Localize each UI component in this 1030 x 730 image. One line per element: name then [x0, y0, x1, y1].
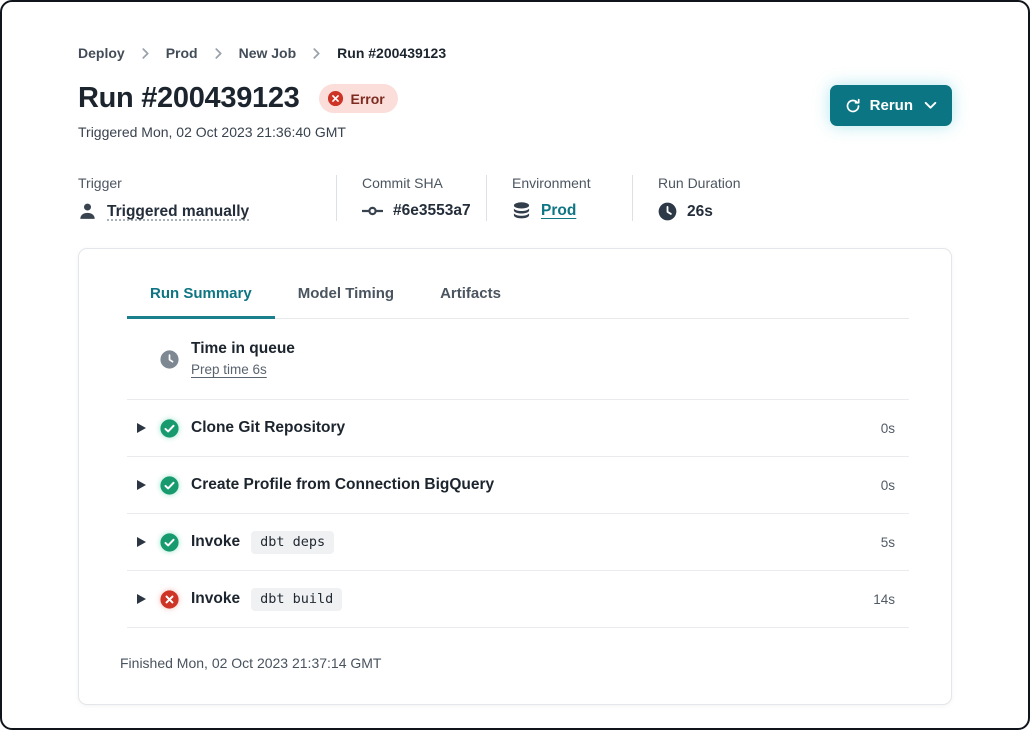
refresh-icon — [845, 98, 861, 114]
meta-environment: Environment Prod — [486, 175, 632, 221]
chevron-right-icon — [311, 47, 322, 59]
step-label: Invoke — [191, 590, 241, 607]
meta-commit-label: Commit SHA — [362, 175, 443, 191]
status-badge-label: Error — [350, 90, 385, 107]
time-in-queue-row: Time in queue Prep time 6s — [127, 319, 909, 400]
tab-bar: Run Summary Model Timing Artifacts — [127, 249, 909, 319]
breadcrumb-prod[interactable]: Prod — [165, 45, 198, 61]
breadcrumb-current-run: Run #200439123 — [337, 45, 447, 61]
commit-sha-value: #6e3553a7 — [393, 202, 471, 219]
clock-icon — [658, 202, 677, 221]
expand-caret-icon[interactable] — [127, 537, 149, 547]
trigger-value[interactable]: Triggered manually — [107, 202, 250, 220]
step-duration: 5s — [880, 534, 895, 550]
error-circle-icon — [327, 90, 344, 107]
expand-caret-icon[interactable] — [127, 594, 149, 604]
tab-model-timing[interactable]: Model Timing — [275, 285, 417, 319]
step-row-clone-git[interactable]: Clone Git Repository 0s — [127, 400, 909, 457]
command-chip: dbt deps — [251, 530, 335, 554]
page-header: Run #200439123 Error Triggered Mon, 02 O… — [78, 82, 952, 140]
environment-link[interactable]: Prod — [541, 202, 577, 219]
tab-artifacts[interactable]: Artifacts — [417, 285, 524, 319]
step-row-dbt-deps[interactable]: Invoke dbt deps 5s — [127, 514, 909, 571]
prep-time-link[interactable]: Prep time 6s — [191, 361, 267, 377]
git-commit-icon — [362, 203, 383, 219]
triggered-timestamp: Triggered Mon, 02 Oct 2023 21:36:40 GMT — [78, 124, 346, 140]
title-block: Run #200439123 Error Triggered Mon, 02 O… — [78, 82, 398, 140]
page-title: Run #200439123 — [78, 82, 300, 114]
expand-caret-icon[interactable] — [127, 480, 149, 490]
meta-run-duration: Run Duration 26s — [632, 175, 766, 221]
queue-title: Time in queue — [191, 339, 295, 357]
meta-environment-label: Environment — [512, 175, 591, 191]
status-badge: Error — [318, 84, 398, 113]
meta-trigger: Trigger Triggered manually — [78, 175, 336, 221]
chevron-right-icon — [140, 47, 151, 59]
database-icon — [512, 202, 531, 220]
run-detail-page: Deploy Prod New Job Run #200439123 Run #… — [78, 45, 952, 705]
expand-caret-icon[interactable] — [127, 423, 149, 433]
step-row-dbt-build[interactable]: Invoke dbt build 14s — [127, 571, 909, 628]
run-metadata-row: Trigger Triggered manually Commit SHA #6… — [78, 175, 952, 221]
chevron-right-icon — [213, 47, 224, 59]
meta-trigger-label: Trigger — [78, 175, 122, 191]
step-duration: 0s — [880, 477, 895, 493]
error-circle-icon — [160, 589, 179, 609]
step-row-create-profile[interactable]: Create Profile from Connection BigQuery … — [127, 457, 909, 514]
success-check-icon — [160, 418, 179, 438]
command-chip: dbt build — [251, 587, 343, 611]
step-label: Invoke — [191, 533, 241, 550]
user-icon — [78, 202, 97, 221]
success-check-icon — [160, 475, 179, 495]
tab-run-summary[interactable]: Run Summary — [127, 285, 275, 319]
breadcrumb-new-job[interactable]: New Job — [238, 45, 297, 61]
step-label: Create Profile from Connection BigQuery — [191, 476, 495, 493]
meta-duration-label: Run Duration — [658, 175, 741, 191]
breadcrumb-deploy[interactable]: Deploy — [78, 45, 125, 61]
breadcrumb: Deploy Prod New Job Run #200439123 — [78, 45, 952, 61]
run-duration-value: 26s — [687, 202, 713, 220]
run-summary-card: Run Summary Model Timing Artifacts Time … — [78, 248, 952, 705]
meta-commit-sha: Commit SHA #6e3553a7 — [336, 175, 486, 221]
rerun-button-label: Rerun — [869, 97, 913, 114]
success-check-icon — [160, 532, 179, 552]
finished-timestamp: Finished Mon, 02 Oct 2023 21:37:14 GMT — [120, 655, 382, 671]
step-duration: 0s — [880, 420, 895, 436]
chevron-down-icon — [924, 101, 937, 110]
clock-icon — [160, 349, 179, 369]
step-duration: 14s — [873, 591, 895, 607]
rerun-button[interactable]: Rerun — [829, 85, 952, 126]
step-label: Clone Git Repository — [191, 419, 346, 436]
